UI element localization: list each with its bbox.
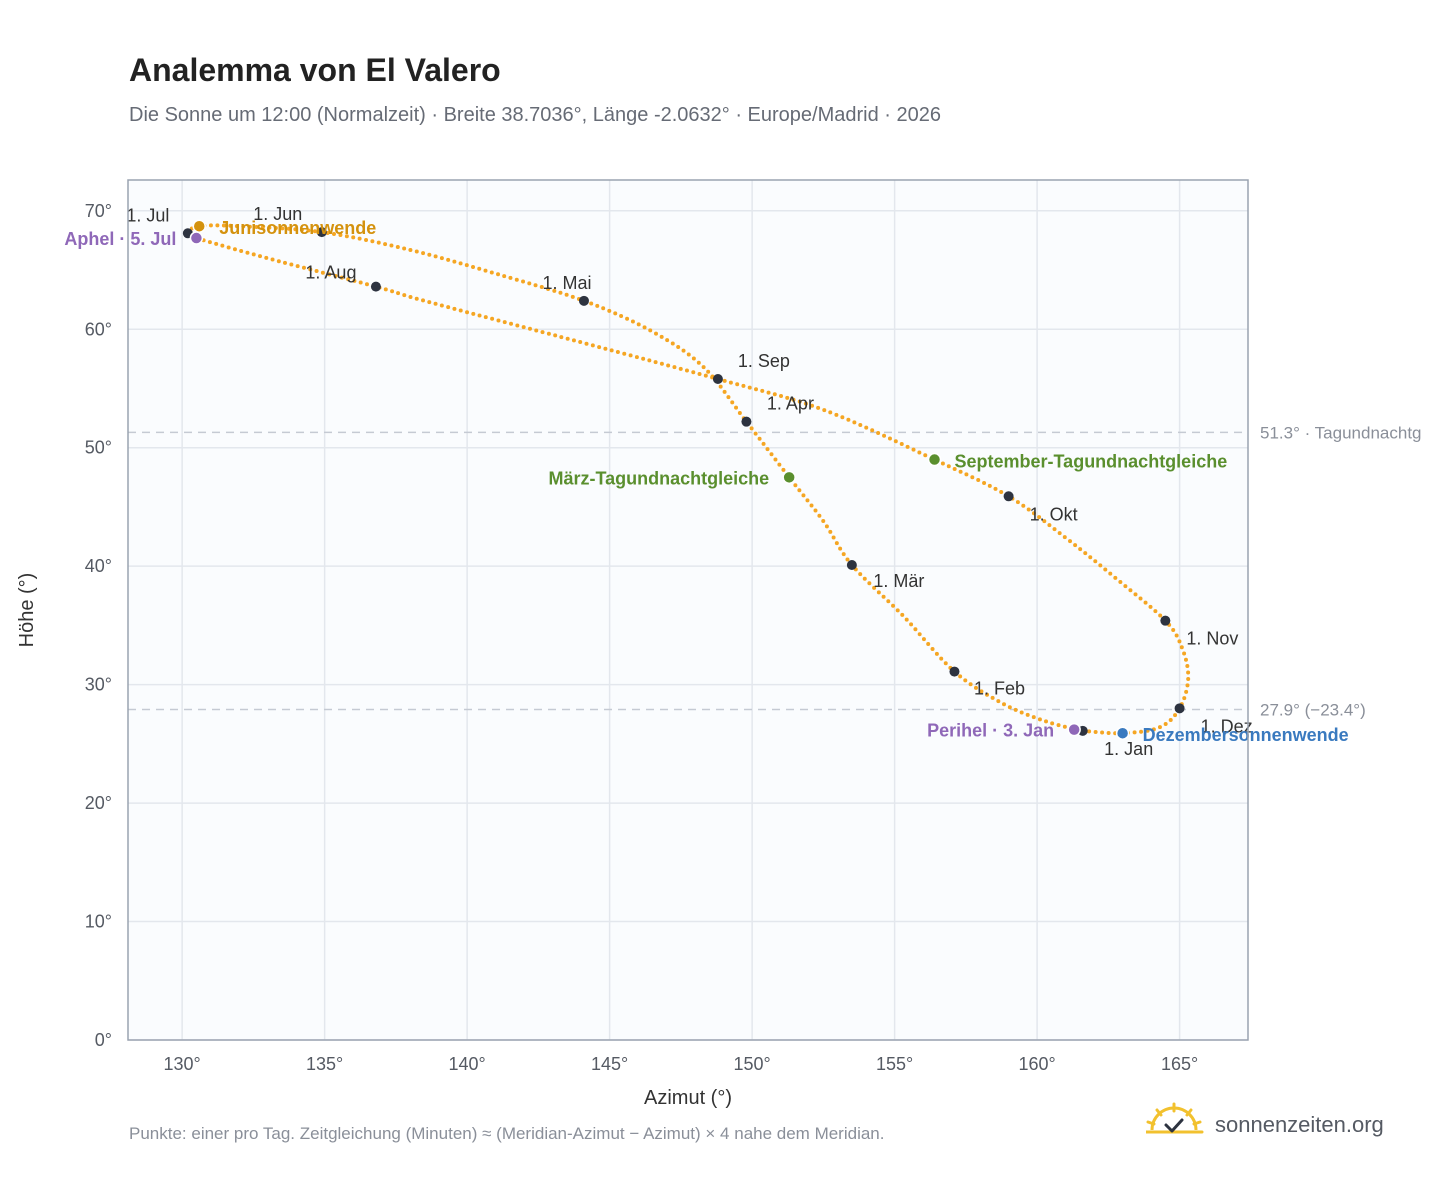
month-point — [316, 227, 327, 238]
x-axis-label: Azimut (°) — [644, 1087, 732, 1109]
month-point-label: 1. Okt — [1030, 504, 1078, 524]
month-point-label: 1. Dez — [1201, 716, 1253, 736]
month-point-label: 1. Feb — [974, 679, 1025, 699]
x-tick-label: 160° — [1018, 1054, 1055, 1074]
special-point-label: Perihel · 3. Jan — [927, 721, 1054, 741]
x-tick-label: 150° — [734, 1054, 771, 1074]
special-point — [782, 470, 796, 485]
reference-line-label: 51.3° · Tagundnachtg — [1260, 423, 1422, 442]
y-tick-label: 20° — [85, 793, 112, 813]
special-point-label: Junisonnenwende — [219, 218, 376, 238]
month-point — [846, 559, 857, 570]
special-points: Junisonnenwende Dezembersonnenwende März-T… — [64, 218, 1348, 745]
month-point — [1160, 615, 1171, 626]
brand[interactable]: sonnenzeiten.org — [1146, 1102, 1406, 1146]
y-tick-label: 10° — [85, 912, 112, 932]
plot-frame — [127, 179, 1249, 1041]
reference-line-label: 27.9° (−23.4°) — [1260, 701, 1366, 720]
month-point-label: 1. Sep — [738, 351, 790, 371]
brand-name[interactable]: sonnenzeiten.org — [1215, 1112, 1384, 1137]
special-point — [189, 231, 204, 245]
x-tick-label: 135° — [306, 1054, 343, 1074]
x-axis-ticks: 130° 135° 140° 145° 150° 155° 160° 165° — [164, 1054, 1199, 1074]
y-tick-label: 30° — [85, 675, 112, 695]
chart-subtitle: Die Sonne um 12:00 (Normalzeit) · Breite… — [129, 104, 942, 126]
x-tick-label: 165° — [1161, 1054, 1198, 1074]
y-tick-label: 60° — [85, 319, 112, 339]
sun-check-icon — [1146, 1102, 1204, 1134]
month-point-label: 1. Aug — [305, 263, 356, 283]
x-tick-label: 130° — [164, 1054, 201, 1074]
month-point — [712, 374, 723, 385]
y-tick-label: 50° — [85, 438, 112, 458]
month-points: 1. Jan 1. Feb 1. Mär 1. Apr 1. Mai 1. Jun 1. J… — [126, 204, 1252, 759]
special-point-label: September-Tagundnachtgleiche — [955, 452, 1228, 472]
x-tick-label: 155° — [876, 1054, 913, 1074]
y-axis-ticks: 0° 10° 20° 30° 40° 50° 60° 70° — [85, 201, 112, 1050]
special-point — [927, 452, 942, 467]
special-point — [192, 219, 206, 233]
month-point-label: 1. Apr — [767, 394, 814, 414]
special-point — [1067, 722, 1081, 737]
month-point — [1003, 491, 1014, 502]
y-tick-label: 70° — [85, 201, 112, 221]
month-point-label: 1. Jan — [1104, 739, 1153, 759]
month-point — [578, 295, 589, 306]
y-tick-label: 40° — [85, 556, 112, 576]
special-point-label: Dezembersonnenwende — [1143, 725, 1349, 745]
y-tick-label: 0° — [95, 1030, 112, 1050]
month-point — [370, 281, 381, 292]
chart-title: Analemma von El Valero — [129, 52, 501, 88]
month-point — [741, 416, 752, 427]
month-point-label: 1. Jul — [126, 205, 169, 225]
x-tick-label: 140° — [449, 1054, 486, 1074]
footnote: Punkte: einer pro Tag. Zeitgleichung (Mi… — [129, 1124, 885, 1143]
x-tick-label: 145° — [591, 1054, 628, 1074]
plot-area — [128, 180, 1248, 1040]
month-point-label: 1. Mai — [542, 273, 591, 293]
special-point-label: März-Tagundnachtgleiche — [548, 468, 769, 488]
month-point — [1174, 703, 1185, 714]
month-point — [949, 666, 960, 677]
y-axis-label: Höhe (°) — [16, 573, 38, 648]
month-point-label: 1. Mär — [873, 571, 924, 591]
month-point-label: 1. Nov — [1186, 629, 1238, 649]
special-point-label: Aphel · 5. Jul — [64, 229, 176, 249]
reference-lines: 51.3° · Tagundnachtg 27.9° (−23.4°) — [128, 423, 1422, 720]
special-point — [1115, 726, 1130, 740]
month-point-label: 1. Jun — [253, 204, 302, 224]
